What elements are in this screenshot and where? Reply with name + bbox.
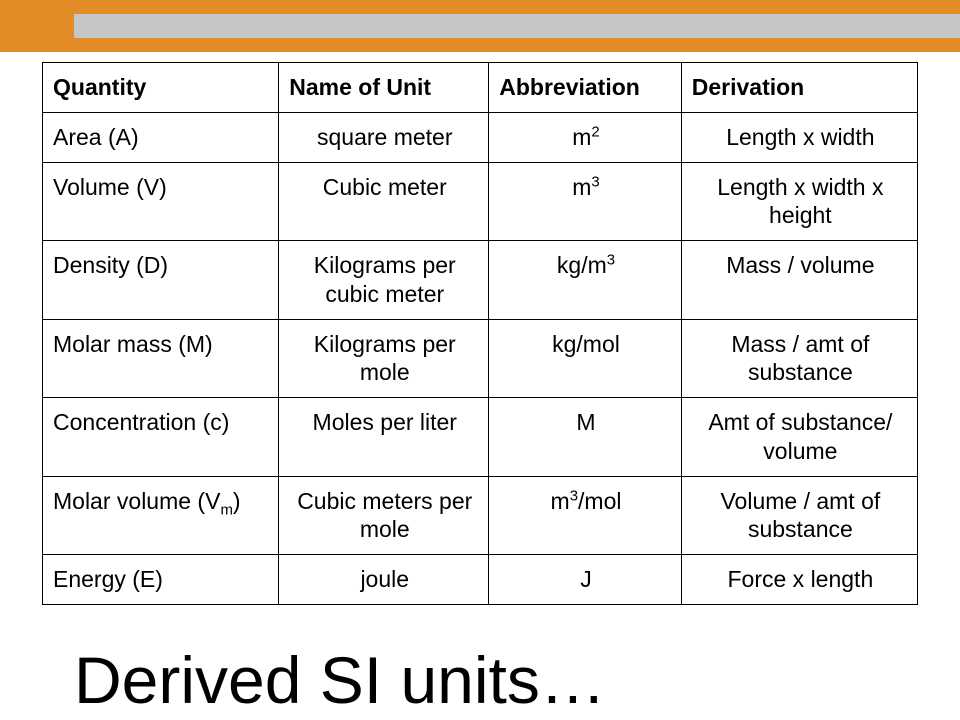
cell-abbreviation: m3/mol	[489, 476, 682, 555]
cell-unit: joule	[279, 555, 489, 605]
cell-unit: Kilograms per mole	[279, 319, 489, 398]
cell-quantity: Area (A)	[43, 112, 279, 162]
cell-derivation: Mass / volume	[681, 241, 917, 320]
cell-abbreviation: kg/mol	[489, 319, 682, 398]
cell-quantity: Concentration (c)	[43, 398, 279, 477]
cell-quantity: Density (D)	[43, 241, 279, 320]
col-unit: Name of Unit	[279, 63, 489, 113]
cell-unit: square meter	[279, 112, 489, 162]
accent-band-inner	[74, 14, 960, 38]
accent-band	[0, 0, 960, 52]
cell-quantity: Molar mass (M)	[43, 319, 279, 398]
table-body: Area (A)square meterm2Length x widthVolu…	[43, 112, 918, 604]
si-units-table-wrap: Quantity Name of Unit Abbreviation Deriv…	[42, 62, 918, 605]
cell-unit: Moles per liter	[279, 398, 489, 477]
col-quantity: Quantity	[43, 63, 279, 113]
cell-quantity: Molar volume (Vm)	[43, 476, 279, 555]
cell-unit: Kilograms per cubic meter	[279, 241, 489, 320]
table-row: Molar mass (M)Kilograms per molekg/molMa…	[43, 319, 918, 398]
table-header-row: Quantity Name of Unit Abbreviation Deriv…	[43, 63, 918, 113]
table-row: Volume (V)Cubic meterm3Length x width x …	[43, 162, 918, 241]
cell-unit: Cubic meters per mole	[279, 476, 489, 555]
cell-derivation: Length x width x height	[681, 162, 917, 241]
slide-title: Derived SI units…	[74, 642, 606, 718]
cell-derivation: Mass / amt of substance	[681, 319, 917, 398]
si-units-table: Quantity Name of Unit Abbreviation Deriv…	[42, 62, 918, 605]
col-derivation: Derivation	[681, 63, 917, 113]
cell-derivation: Volume / amt of substance	[681, 476, 917, 555]
cell-derivation: Force x length	[681, 555, 917, 605]
cell-quantity: Energy (E)	[43, 555, 279, 605]
table-row: Concentration (c)Moles per literMAmt of …	[43, 398, 918, 477]
cell-derivation: Length x width	[681, 112, 917, 162]
cell-abbreviation: M	[489, 398, 682, 477]
table-row: Energy (E)jouleJForce x length	[43, 555, 918, 605]
cell-abbreviation: kg/m3	[489, 241, 682, 320]
cell-abbreviation: m3	[489, 162, 682, 241]
cell-abbreviation: m2	[489, 112, 682, 162]
col-abbreviation: Abbreviation	[489, 63, 682, 113]
cell-quantity: Volume (V)	[43, 162, 279, 241]
cell-abbreviation: J	[489, 555, 682, 605]
table-row: Density (D)Kilograms per cubic meterkg/m…	[43, 241, 918, 320]
table-row: Molar volume (Vm)Cubic meters per molem3…	[43, 476, 918, 555]
table-row: Area (A)square meterm2Length x width	[43, 112, 918, 162]
cell-derivation: Amt of substance/ volume	[681, 398, 917, 477]
cell-unit: Cubic meter	[279, 162, 489, 241]
